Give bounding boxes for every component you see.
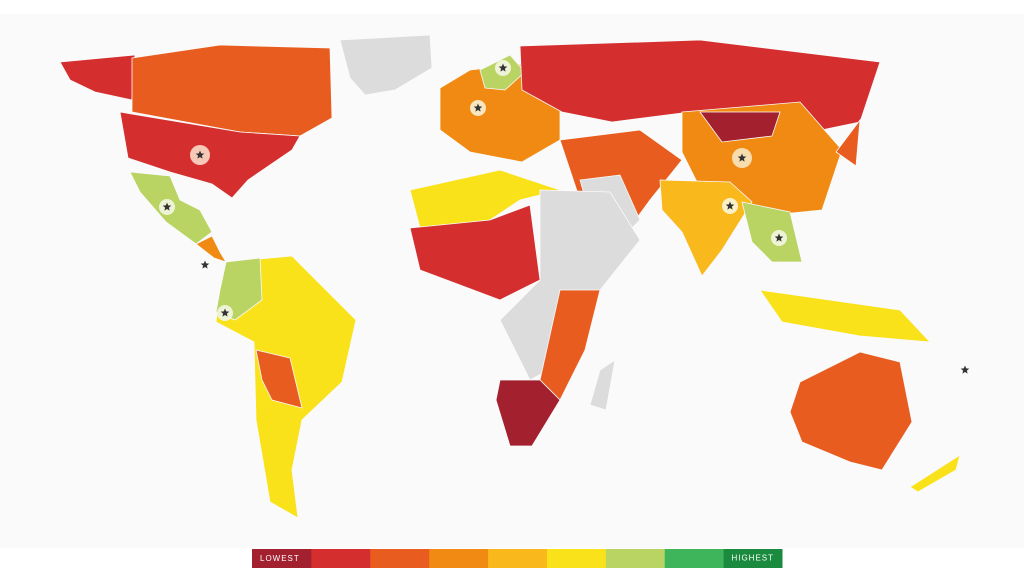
star-marker [960,365,970,374]
stars [162,63,970,374]
bolivia [255,349,303,409]
colombia-ecuador [215,257,263,321]
greenland [339,34,433,96]
star-marker [195,150,205,159]
star-marker [774,233,784,242]
legend-swatch [546,549,606,568]
madagascar [589,359,616,411]
central-america [195,235,227,263]
markers [159,60,970,374]
west-africa [409,204,541,301]
star-marker [725,201,735,210]
star-marker [737,153,747,162]
legend-low-label: LOWEST [260,554,300,563]
alaska [59,54,136,101]
star-marker [473,103,483,112]
legend-swatch [252,549,312,568]
legend: LOWEST HIGHEST [252,549,783,568]
southern-africa [495,379,561,447]
indonesia [759,289,932,343]
canada [131,44,333,137]
mongolia [699,111,781,143]
star-marker [220,308,230,317]
legend-swatch [664,549,724,568]
new-zealand [909,454,961,493]
southeast-asia [741,201,803,263]
legend-high-label: HIGHEST [731,554,774,563]
east-africa [539,289,601,401]
legend-swatch [487,549,547,568]
legend-swatch [723,549,783,568]
australia [789,351,913,471]
star-marker [200,260,210,269]
star-marker [498,63,508,72]
japan [835,118,861,167]
countries [59,34,961,519]
legend-swatch [310,549,371,568]
legend-swatch [428,549,489,568]
legend-swatch [369,549,430,568]
star-marker [162,202,172,211]
legend-swatch [605,549,665,568]
